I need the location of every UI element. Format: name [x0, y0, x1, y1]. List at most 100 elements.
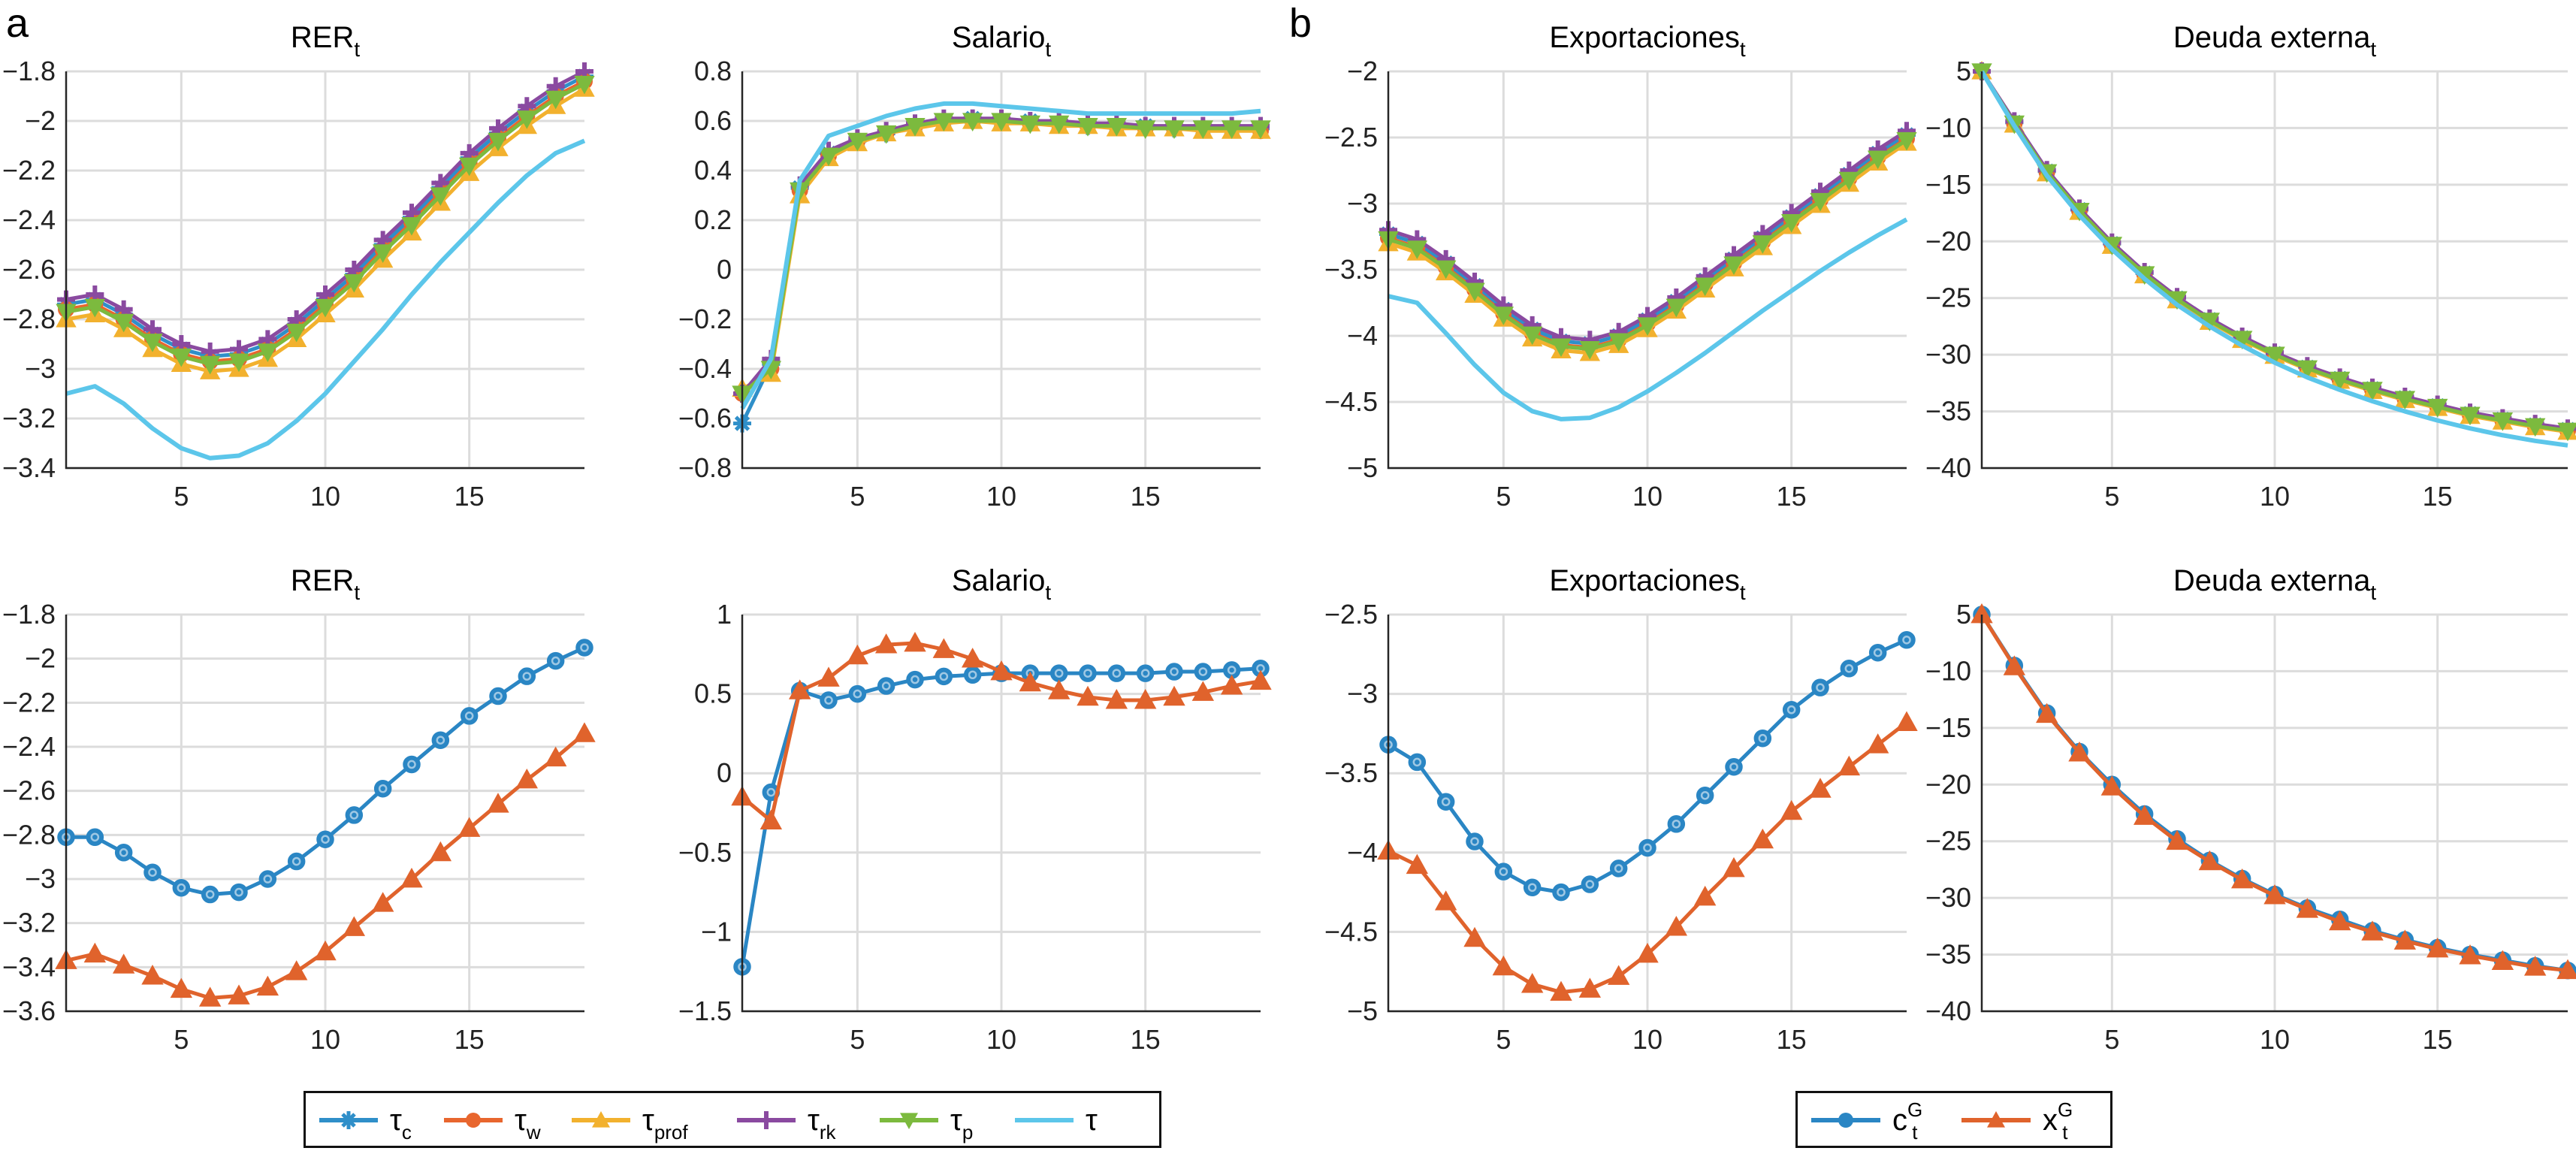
- data-point-xG: [1434, 890, 1457, 911]
- data-point-τp: [1077, 118, 1098, 137]
- y-tick-label: −35: [1925, 939, 1971, 970]
- legend-item: τprof: [569, 1093, 734, 1146]
- legend-item: τw: [441, 1093, 569, 1146]
- legend-marker: [1987, 1111, 2005, 1128]
- data-point-cG: [460, 707, 479, 725]
- legend-subscript: t: [1912, 1121, 1918, 1143]
- y-tick-label: −0.2: [678, 304, 732, 334]
- data-point-τp: [875, 125, 897, 144]
- x-tick-label: 10: [1632, 481, 1662, 512]
- data-point-cG: [1811, 678, 1829, 696]
- data-point-τp: [1637, 317, 1658, 336]
- y-tick-label: −3.2: [2, 403, 56, 433]
- data-point-xG: [285, 960, 308, 980]
- legend-item: τp: [877, 1093, 1012, 1146]
- data-point-xG: [1751, 828, 1774, 849]
- data-point-cG: [1436, 793, 1455, 811]
- data-point-cG: [1079, 664, 1097, 682]
- x-tick-label: 15: [1777, 1024, 1807, 1055]
- data-point-τp: [430, 187, 451, 207]
- data-point-cG: [1107, 664, 1126, 682]
- data-point-cG: [1165, 663, 1183, 681]
- y-tick-label: −3.6: [2, 995, 56, 1026]
- axis-lines: [65, 615, 584, 1013]
- data-point-τp: [1838, 171, 1860, 191]
- legend-marker: [592, 1111, 610, 1128]
- data-point-τp: [2231, 331, 2253, 350]
- legend-swatch: [1811, 1113, 1880, 1128]
- data-point-xG: [2068, 741, 2091, 762]
- data-point-cG: [518, 667, 536, 685]
- legend-subscript: t: [2062, 1121, 2068, 1143]
- data-point-cG: [1696, 787, 1714, 805]
- legend-marker: [466, 1113, 481, 1128]
- data-point-xG: [1636, 942, 1659, 963]
- data-point-xG: [2328, 910, 2351, 931]
- data-point-τp: [401, 217, 422, 236]
- y-tick-label: 0.2: [694, 204, 732, 235]
- data-point-cG: [86, 828, 104, 847]
- data-point-cG: [1868, 643, 1887, 662]
- data-point-xG: [1019, 671, 1042, 692]
- data-point-xG: [2133, 805, 2156, 825]
- chart-title: Deuda externat: [2173, 564, 2376, 604]
- data-point-τp: [904, 118, 926, 137]
- data-point-cG-inner: [1412, 757, 1422, 767]
- legend-subscript: c: [401, 1121, 412, 1143]
- x-tick-label: 5: [2104, 1024, 2119, 1055]
- legend-marker: [1838, 1113, 1853, 1128]
- data-point-cG: [1667, 815, 1686, 833]
- y-tick-label: −10: [1925, 112, 1971, 143]
- data-point-τp: [2264, 346, 2285, 366]
- y-tick-label: 0.8: [694, 56, 732, 86]
- x-tick-label: 15: [2423, 481, 2453, 512]
- y-tick-label: −40: [1925, 995, 1971, 1026]
- data-point-xG: [817, 666, 840, 687]
- data-point-xG: [487, 793, 509, 813]
- x-tick-label: 15: [454, 1024, 485, 1055]
- data-point-cG: [489, 687, 507, 705]
- data-point-xG: [1463, 926, 1486, 947]
- data-point-cG-inner: [349, 811, 359, 820]
- data-point-cG: [1136, 664, 1155, 682]
- y-tick-label: −2.4: [2, 731, 56, 762]
- data-point-xG: [1866, 733, 1889, 754]
- chart-title: RERt: [291, 21, 360, 61]
- chart-7: 5 10 15 −5 −4.5 −4 −3.5 −3 −2.5 Exportacionest: [1324, 564, 1918, 1055]
- data-point-cG-inner: [1700, 790, 1710, 800]
- data-point-τp: [1250, 120, 1271, 139]
- data-point-cG: [1753, 729, 1772, 748]
- data-point-cG: [935, 667, 953, 686]
- x-tick-label: 5: [850, 1024, 865, 1055]
- chart-title: Salariot: [952, 21, 1052, 61]
- data-point-τp: [1521, 326, 1543, 346]
- y-tick-label: −2.2: [2, 687, 56, 717]
- data-point-cG-inner: [968, 670, 977, 680]
- data-point-cG-inner: [1902, 635, 1911, 645]
- data-point-cG-inner: [148, 868, 157, 877]
- axis-lines: [741, 71, 1261, 470]
- x-tick-label: 10: [986, 481, 1016, 512]
- data-point-τp: [2524, 418, 2546, 437]
- data-point-τp: [1551, 338, 1572, 358]
- data-point-cG-inner: [1441, 797, 1451, 807]
- axis-lines: [1980, 615, 2568, 1013]
- legend-item: τrk: [734, 1093, 877, 1146]
- series-line-τ: [1980, 70, 2568, 448]
- y-tick-label: 5: [1956, 56, 1971, 86]
- data-point-xG: [1838, 755, 1861, 776]
- data-point-xG: [2166, 829, 2188, 850]
- data-point-xG: [1607, 965, 1630, 985]
- series-line-τ: [65, 138, 586, 461]
- data-point-τp: [1780, 214, 1802, 233]
- data-point-τp: [2394, 391, 2416, 410]
- y-tick-label: −15: [1925, 712, 1971, 743]
- data-point-cG: [877, 677, 895, 695]
- data-point-cG: [1840, 660, 1859, 678]
- y-tick-label: −2: [1347, 56, 1378, 86]
- data-point-cG-inner: [1527, 883, 1537, 893]
- data-point-cG-inner: [1557, 887, 1566, 897]
- data-point-τp: [372, 244, 394, 263]
- y-tick-label: −1.8: [2, 56, 56, 86]
- data-point-xG: [228, 984, 250, 1004]
